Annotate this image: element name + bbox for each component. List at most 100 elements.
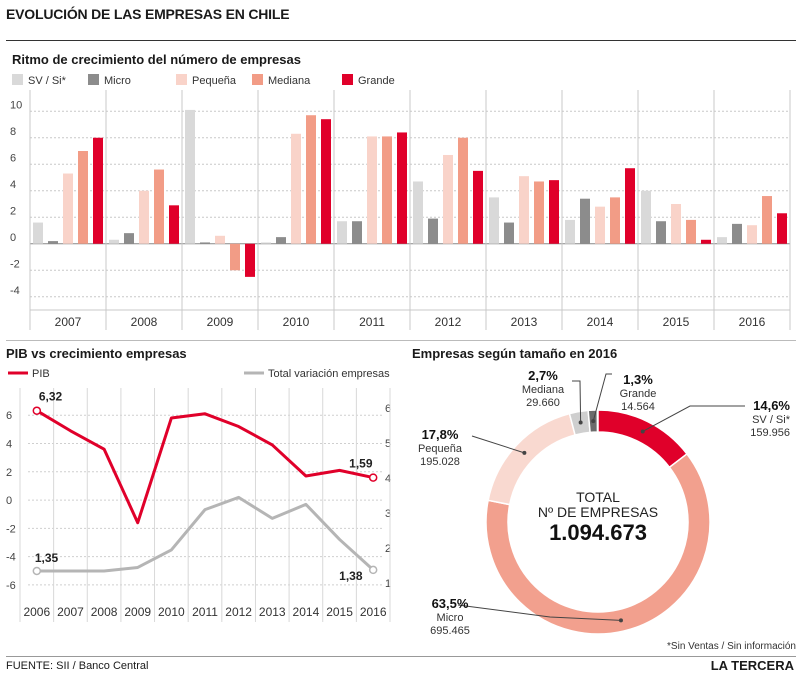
growth-x-tick: 2009 bbox=[207, 315, 234, 329]
donut-total-sublabel: Nº DE EMPRESAS bbox=[538, 504, 658, 520]
source-note: FUENTE: SII / Banco Central bbox=[6, 660, 149, 672]
series-line-total bbox=[36, 495, 375, 573]
leader-pequena bbox=[471, 435, 525, 454]
bar-micro-2013 bbox=[504, 222, 514, 244]
legend-swatch-sv-si bbox=[12, 74, 23, 85]
bar-mediana-2007 bbox=[78, 151, 88, 244]
leader-dot-mediana bbox=[578, 420, 583, 425]
bar-sv-si-2012 bbox=[413, 181, 423, 244]
bar-pequena-2007 bbox=[63, 173, 73, 244]
bar-mediana-2014 bbox=[610, 197, 620, 244]
pib-x-tick: 2013 bbox=[259, 605, 286, 619]
pib-y-tick-left: 4 bbox=[6, 439, 12, 451]
footer-rule bbox=[6, 656, 796, 657]
leader-sv-si bbox=[642, 405, 745, 432]
slice-micro bbox=[485, 452, 711, 635]
growth-x-tick: 2010 bbox=[283, 315, 310, 329]
pib-x-tick: 2008 bbox=[91, 605, 118, 619]
pib-y-tick-left: -4 bbox=[6, 552, 16, 564]
size-chart-title: Empresas según tamaño en 2016 bbox=[412, 346, 618, 361]
slice-name-pequena: Pequeña bbox=[418, 443, 463, 455]
pib-x-tick: 2012 bbox=[225, 605, 252, 619]
bar-grande-2014 bbox=[625, 168, 635, 244]
bar-micro-2015 bbox=[656, 221, 666, 244]
legend-label-mediana: Mediana bbox=[268, 75, 311, 87]
growth-x-tick: 2012 bbox=[435, 315, 462, 329]
slice-pct-micro: 63,5% bbox=[432, 596, 469, 611]
footnote: *Sin Ventas / Sin información bbox=[667, 641, 796, 652]
bar-grande-2016 bbox=[777, 213, 787, 244]
growth-x-tick: 2011 bbox=[359, 315, 385, 329]
brand-logo: LA TERCERA bbox=[710, 658, 794, 673]
pib-x-tick: 2007 bbox=[57, 605, 84, 619]
pib-x-tick: 2015 bbox=[326, 605, 353, 619]
growth-y-tick: 8 bbox=[10, 126, 16, 138]
slice-name-sv-si: SV / Si* bbox=[752, 414, 791, 426]
bar-mediana-2016 bbox=[762, 196, 772, 244]
growth-y-tick: -4 bbox=[10, 285, 20, 297]
bar-micro-2009 bbox=[200, 242, 210, 244]
point-pib-last bbox=[368, 473, 378, 482]
growth-x-tick: 2015 bbox=[663, 315, 690, 329]
pib-x-tick: 2006 bbox=[23, 605, 50, 619]
legend-label-sv-si: SV / Si* bbox=[28, 75, 67, 87]
bar-grande-2011 bbox=[397, 132, 407, 244]
series-line-pib bbox=[36, 409, 374, 525]
slice-pct-pequena: 17,8% bbox=[422, 427, 459, 442]
legend-swatch-pequena bbox=[176, 74, 187, 85]
pib-y-tick-right: 4 bbox=[385, 473, 391, 485]
bar-mediana-2012 bbox=[458, 137, 468, 244]
bar-grande-2015 bbox=[701, 239, 711, 244]
legend-swatch-mediana bbox=[252, 74, 263, 85]
pib-y-tick-right: 6 bbox=[385, 403, 391, 415]
bar-mediana-2011 bbox=[382, 136, 392, 244]
legend-label-pequena: Pequeña bbox=[192, 75, 237, 87]
leader-dot-micro bbox=[618, 618, 623, 623]
pib-y-tick-right: 5 bbox=[385, 438, 391, 450]
slice-count-mediana: 29.660 bbox=[526, 397, 560, 409]
bar-pequena-2009 bbox=[215, 235, 225, 244]
leader-micro bbox=[457, 604, 621, 621]
leader-dot-pequena bbox=[522, 450, 527, 455]
pib-y-tick-left: -6 bbox=[6, 580, 16, 592]
bar-micro-2011 bbox=[352, 221, 362, 244]
donut-total-value: 1.094.673 bbox=[549, 520, 647, 545]
bar-mediana-2010 bbox=[306, 115, 316, 244]
growth-y-tick: 0 bbox=[10, 232, 16, 244]
bar-grande-2009 bbox=[245, 243, 255, 277]
pib-x-tick: 2009 bbox=[124, 605, 151, 619]
bar-sv-si-2015 bbox=[641, 190, 651, 244]
bar-pequena-2016 bbox=[747, 225, 757, 244]
bar-micro-2014 bbox=[580, 198, 590, 244]
bar-pequena-2008 bbox=[139, 190, 149, 244]
total-first-label: 1,35 bbox=[35, 551, 59, 565]
bar-grande-2012 bbox=[473, 170, 483, 244]
pib-y-tick-right: 3 bbox=[385, 508, 391, 520]
slice-name-micro: Micro bbox=[437, 612, 464, 624]
growth-x-tick: 2013 bbox=[511, 315, 538, 329]
slice-count-grande: 14.564 bbox=[621, 401, 655, 413]
bar-pequena-2013 bbox=[519, 176, 529, 244]
legend-label-grande: Grande bbox=[358, 75, 395, 87]
pib-x-tick: 2011 bbox=[192, 605, 218, 619]
slice-count-micro: 695.465 bbox=[430, 625, 470, 637]
growth-x-tick: 2008 bbox=[131, 315, 158, 329]
growth-chart-title: Ritmo de crecimiento del número de empre… bbox=[12, 52, 301, 67]
bar-micro-2012 bbox=[428, 218, 438, 244]
leader-dot-sv-si bbox=[640, 429, 645, 434]
growth-y-tick: 4 bbox=[10, 179, 16, 191]
bar-sv-si-2010 bbox=[261, 242, 271, 244]
pib-chart-title: PIB vs crecimiento empresas bbox=[6, 346, 187, 361]
growth-bar-chart: SV / Si* Micro Pequeña Mediana Grande -4 -2 0 2 4… bbox=[10, 74, 791, 330]
pib-y-tick-left: 6 bbox=[6, 410, 12, 422]
donut-total-label: TOTAL bbox=[576, 489, 620, 505]
bar-sv-si-2008 bbox=[109, 239, 119, 244]
bar-sv-si-2009 bbox=[185, 109, 195, 244]
section-rule bbox=[6, 340, 796, 341]
slice-pct-grande: 1,3% bbox=[623, 372, 653, 387]
bar-micro-2008 bbox=[124, 233, 134, 244]
point-total-first bbox=[32, 566, 42, 576]
legend-swatch-micro bbox=[88, 74, 99, 85]
leader-dot-grande bbox=[591, 419, 596, 424]
